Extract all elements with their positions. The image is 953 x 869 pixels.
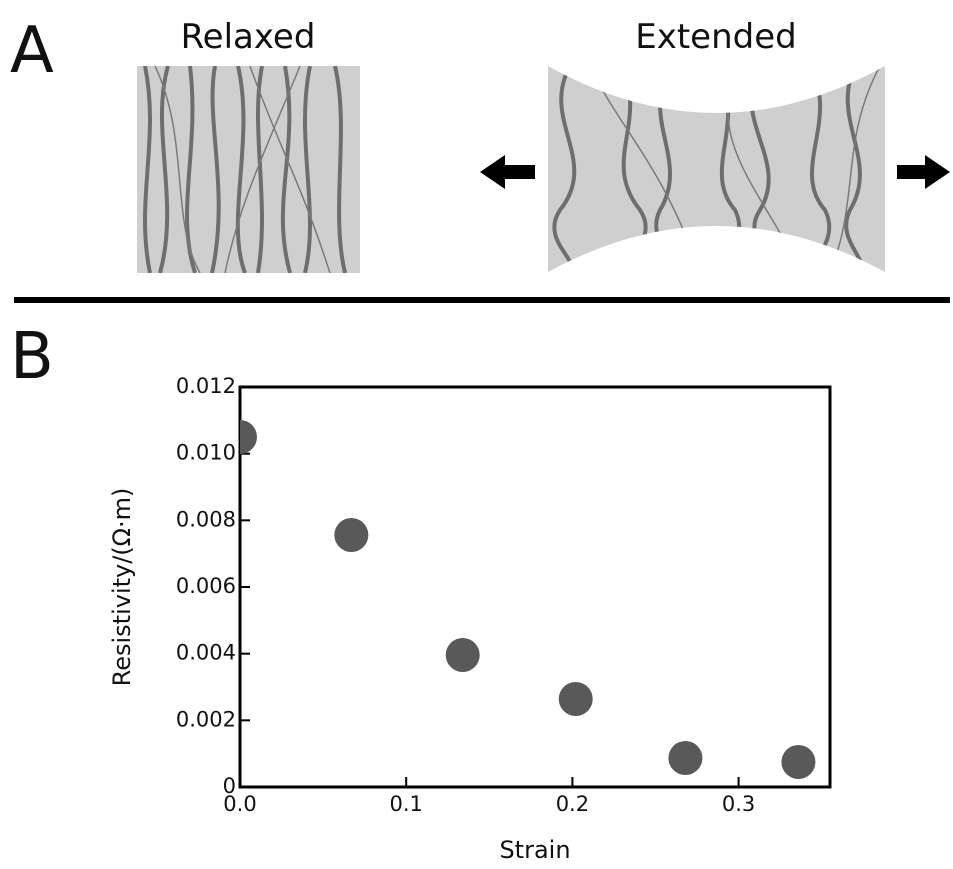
y-tick-label: 0.008	[176, 507, 236, 531]
x-axis-label: Strain	[499, 836, 570, 864]
x-tick-label: 0.3	[722, 792, 755, 816]
x-tick-label: 0.1	[389, 792, 422, 816]
y-tick-label: 0.012	[176, 374, 236, 398]
y-tick-label: 0.006	[176, 574, 236, 598]
data-point	[668, 741, 703, 775]
panel-label: A	[10, 14, 54, 88]
x-tick-label: 0.0	[223, 792, 256, 816]
y-tick-label: 0.010	[176, 441, 236, 465]
arrow-right	[897, 155, 950, 189]
y-axis-label: Resistivity/(Ω·m)	[108, 488, 136, 687]
extended-title: Extended	[635, 17, 796, 57]
data-point	[558, 682, 593, 716]
x-tick-label: 0.2	[556, 792, 589, 816]
data-points	[240, 420, 816, 779]
data-point	[240, 420, 257, 454]
data-point	[334, 518, 369, 552]
data-point	[445, 638, 480, 672]
y-tick-label: 0	[223, 774, 236, 798]
y-tick-label: 0.002	[176, 707, 236, 731]
plot-frame	[238, 385, 832, 789]
y-tick-label: 0.004	[176, 641, 236, 665]
panel-label: B	[10, 320, 54, 394]
relaxed-mesh	[137, 66, 360, 273]
arrow-left	[480, 155, 535, 189]
relaxed-title: Relaxed	[181, 17, 316, 57]
data-point	[781, 745, 816, 779]
extended-mesh	[548, 66, 885, 272]
